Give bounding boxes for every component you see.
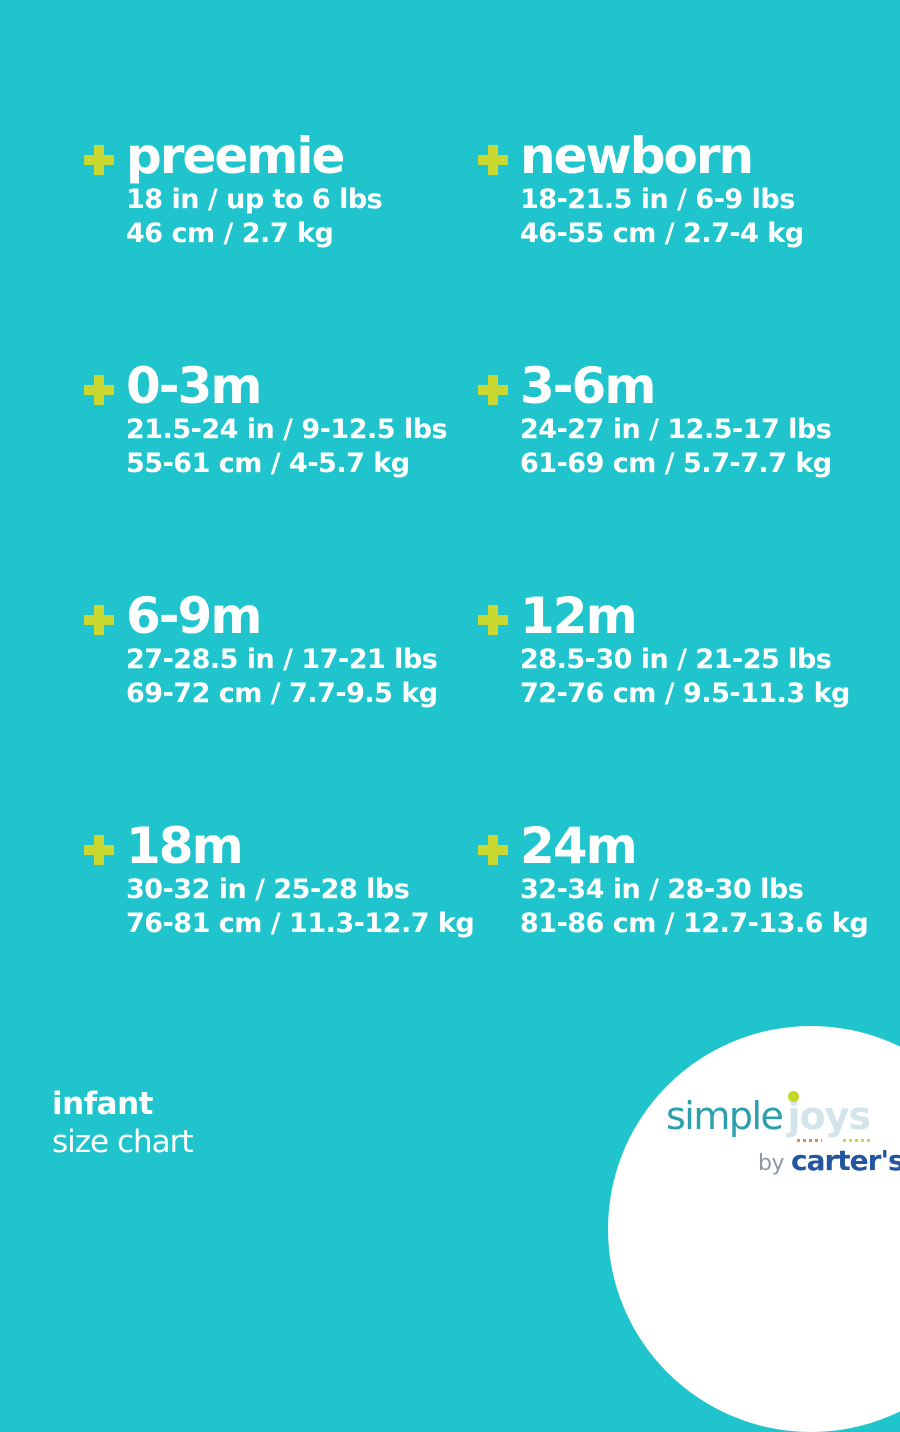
size-range-imperial: 32-34 in / 28-30 lbs xyxy=(520,874,804,905)
size-name: preemie xyxy=(126,127,345,185)
size-entry-3-6m: 3-6m 24-27 in / 12.5-17 lbs 61-69 cm / 5… xyxy=(478,359,868,481)
chart-title: infant size chart xyxy=(52,1085,194,1161)
brand-word-joys: joys xyxy=(787,1091,871,1138)
size-entry-newborn: newborn 18-21.5 in / 6-9 lbs 46-55 cm / … xyxy=(478,129,868,251)
size-range-imperial: 24-27 in / 12.5-17 lbs xyxy=(520,414,832,445)
size-name: 24m xyxy=(520,817,638,875)
size-entry-preemie: preemie 18 in / up to 6 lbs 46 cm / 2.7 … xyxy=(84,129,478,251)
size-name: 6-9m xyxy=(126,587,262,645)
plus-icon xyxy=(478,375,508,405)
size-entry-12m: 12m 28.5-30 in / 21-25 lbs 72-76 cm / 9.… xyxy=(478,589,868,711)
size-name: 3-6m xyxy=(520,357,656,415)
size-range-metric: 69-72 cm / 7.7-9.5 kg xyxy=(126,678,438,709)
brand-word-simple: simple xyxy=(666,1094,784,1138)
size-entry-0-3m: 0-3m 21.5-24 in / 9-12.5 lbs 55-61 cm / … xyxy=(84,359,478,481)
plus-icon xyxy=(478,145,508,175)
size-entry-18m: 18m 30-32 in / 25-28 lbs 76-81 cm / 11.3… xyxy=(84,819,478,941)
plus-icon xyxy=(478,605,508,635)
chart-title-line1: infant xyxy=(52,1086,153,1122)
plus-icon xyxy=(84,605,114,635)
plus-icon xyxy=(84,375,114,405)
size-range-imperial: 18 in / up to 6 lbs xyxy=(126,184,383,215)
size-range-metric: 46 cm / 2.7 kg xyxy=(126,218,334,249)
size-name: 18m xyxy=(126,817,244,875)
dotted-underline-right xyxy=(843,1139,870,1142)
size-name: newborn xyxy=(520,127,754,185)
size-range-metric: 55-61 cm / 4-5.7 kg xyxy=(126,448,410,479)
plus-icon xyxy=(84,835,114,865)
size-range-imperial: 30-32 in / 25-28 lbs xyxy=(126,874,410,905)
chart-title-line2: size chart xyxy=(52,1124,194,1160)
size-range-metric: 81-86 cm / 12.7-13.6 kg xyxy=(520,908,869,939)
byline-carters: carter's xyxy=(790,1144,900,1177)
joys-dot-icon xyxy=(788,1091,800,1102)
size-range-metric: 76-81 cm / 11.3-12.7 kg xyxy=(126,908,475,939)
size-entry-24m: 24m 32-34 in / 28-30 lbs 81-86 cm / 12.7… xyxy=(478,817,869,941)
size-entry-6-9m: 6-9m 27-28.5 in / 17-21 lbs 69-72 cm / 7… xyxy=(84,589,478,711)
size-range-imperial: 21.5-24 in / 9-12.5 lbs xyxy=(126,414,448,445)
size-range-metric: 72-76 cm / 9.5-11.3 kg xyxy=(520,678,850,709)
brand-wordmark: simple joys xyxy=(666,1091,871,1138)
dotted-underline-left xyxy=(797,1139,822,1142)
plus-icon xyxy=(478,835,508,865)
brand-logo-circle: simple joys by carter's ™ xyxy=(608,1026,900,1432)
size-range-imperial: 18-21.5 in / 6-9 lbs xyxy=(520,184,795,215)
plus-icon xyxy=(84,145,114,175)
size-name: 12m xyxy=(520,587,638,645)
size-name: 0-3m xyxy=(126,357,262,415)
size-chart-grid: preemie 18 in / up to 6 lbs 46 cm / 2.7 … xyxy=(84,129,869,1049)
size-range-imperial: 27-28.5 in / 17-21 lbs xyxy=(126,644,438,675)
size-range-metric: 46-55 cm / 2.7-4 kg xyxy=(520,218,804,249)
size-range-metric: 61-69 cm / 5.7-7.7 kg xyxy=(520,448,832,479)
byline-by: by xyxy=(758,1151,784,1176)
size-range-imperial: 28.5-30 in / 21-25 lbs xyxy=(520,644,832,675)
brand-byline: by carter's ™ xyxy=(758,1144,900,1177)
